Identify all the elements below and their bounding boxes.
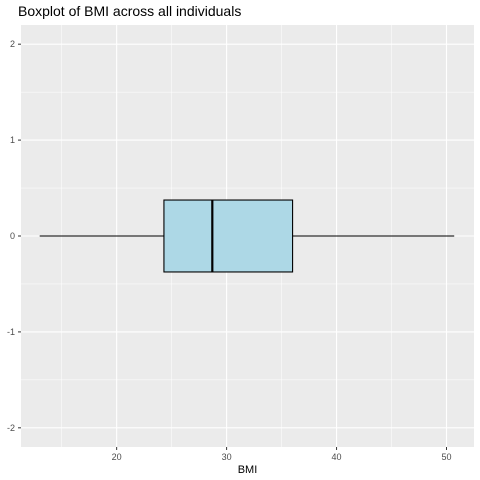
y-tick-label: 0	[10, 231, 15, 241]
y-tick-label: 1	[10, 135, 15, 145]
chart-title: Boxplot of BMI across all individuals	[18, 3, 241, 19]
x-axis-title: BMI	[238, 464, 258, 476]
x-tick-label: 20	[112, 452, 122, 462]
y-tick-label: -2	[7, 423, 15, 433]
boxplot-box	[39, 199, 455, 273]
y-tick-label: 2	[10, 39, 15, 49]
iqr-box	[163, 199, 294, 273]
y-axis-ticks: -2 -1 0 1 2	[7, 39, 21, 433]
x-tick-label: 30	[222, 452, 232, 462]
x-axis-ticks: 20 30 40 50	[112, 447, 452, 462]
x-tick-label: 40	[332, 452, 342, 462]
x-tick-label: 50	[442, 452, 452, 462]
y-tick-label: -1	[7, 327, 15, 337]
